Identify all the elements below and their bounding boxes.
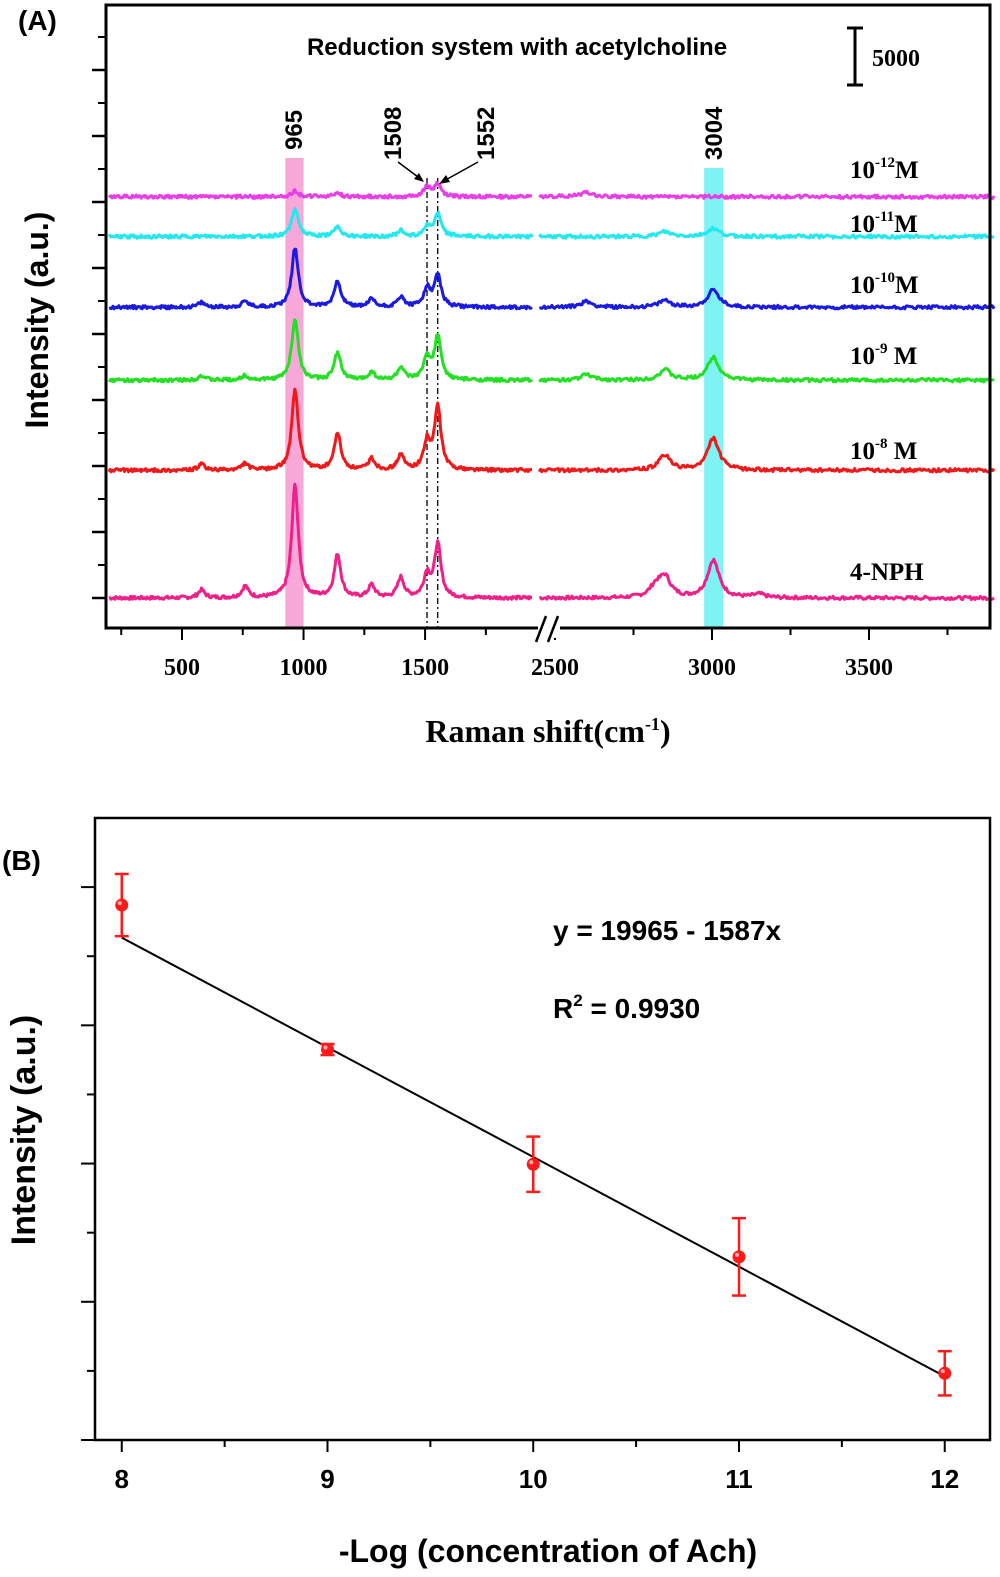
spectrum-1e-9-M bbox=[107, 318, 995, 384]
series-label-base: 10 bbox=[850, 272, 875, 299]
series-label-exponent: -11 bbox=[875, 209, 894, 225]
spectrum-4-NPH bbox=[108, 482, 995, 602]
data-point bbox=[526, 1157, 540, 1171]
spectrum-line-segment bbox=[537, 435, 996, 474]
series-label-1e-8-M: 10-8 M bbox=[850, 436, 917, 465]
fit-equation: y = 19965 - 1587x bbox=[553, 915, 782, 946]
spectrum-line-segment bbox=[539, 557, 995, 602]
series-label-unit: M bbox=[895, 272, 919, 299]
series-label-exponent: -12 bbox=[875, 155, 895, 171]
series-label-1e-12-M: 10-12M bbox=[850, 155, 919, 184]
spectrum-line-segment bbox=[107, 387, 533, 474]
r-squared-value: = 0.9930 bbox=[583, 993, 701, 1024]
spectrum-line-segment bbox=[108, 247, 533, 311]
x-tick-label: 12 bbox=[930, 1464, 959, 1494]
series-label-exponent: -8 bbox=[875, 436, 888, 452]
x-tick-label: 9 bbox=[320, 1464, 334, 1494]
series-label-base: 10 bbox=[850, 343, 875, 370]
x-tick-label: 3500 bbox=[845, 655, 893, 681]
series-label-1e-11-M: 10-11M bbox=[850, 209, 918, 238]
series-label-exponent: -10 bbox=[875, 270, 895, 286]
panel-a-y-axis-label: Intensity (a.u.) bbox=[19, 212, 55, 429]
x-tick-label: 2500 bbox=[531, 655, 579, 681]
panel-b-calibration-plot: 8 9 10 11 12 (B) y = 19965 - 1587x R2 = 0.99… bbox=[2, 816, 992, 1569]
spectrum-1e-8-M bbox=[107, 387, 996, 474]
panel-a-raman-spectra: 500 1000 1500 2500 3000 3500 (A) Reduction sy… bbox=[18, 3, 996, 749]
peak-label-965: 965 bbox=[281, 110, 308, 150]
data-point-highlight bbox=[117, 901, 122, 906]
r-squared: R2 = 0.9930 bbox=[553, 991, 700, 1024]
series-label-unit: M bbox=[895, 157, 919, 184]
spectrum-line-segment bbox=[108, 482, 533, 601]
series-label-exponent: -9 bbox=[875, 341, 888, 357]
x-axis-label-end: ) bbox=[660, 713, 671, 749]
x-tick-label: 10 bbox=[519, 1464, 548, 1494]
spectrum-1e-11-M bbox=[107, 207, 995, 240]
x-axis-label-superscript: -1 bbox=[645, 714, 660, 734]
data-point-group bbox=[526, 1135, 541, 1194]
data-point bbox=[115, 898, 129, 912]
arrow-head-icon bbox=[414, 173, 424, 182]
series-label-unit: M bbox=[894, 211, 918, 238]
data-point-highlight bbox=[940, 1369, 945, 1374]
panel-b-x-axis-label: -Log (concentration of Ach) bbox=[339, 1533, 757, 1569]
data-point-highlight bbox=[734, 1252, 739, 1257]
data-point bbox=[732, 1250, 746, 1264]
data-point bbox=[320, 1043, 334, 1057]
panel-b-label: (B) bbox=[2, 845, 41, 876]
series-label-base: 10 bbox=[850, 438, 875, 465]
data-point-group bbox=[320, 1042, 335, 1057]
x-tick-label: 8 bbox=[115, 1464, 129, 1494]
axis-break-icon bbox=[534, 615, 560, 643]
scale-bar: 5000 bbox=[847, 26, 920, 87]
spectrum-line-segment bbox=[538, 354, 995, 384]
panel-b-plot-frame bbox=[93, 816, 992, 1442]
x-tick-label: 1500 bbox=[401, 655, 449, 681]
panel-b-y-axis-label: Intensity (a.u.) bbox=[5, 1015, 43, 1245]
spectrum-line-segment bbox=[107, 318, 534, 384]
spectrum-line-segment bbox=[107, 180, 533, 200]
panel-a-title: Reduction system with acetylcholine bbox=[307, 34, 727, 61]
panel-a-plot-frame bbox=[104, 3, 992, 630]
x-tick-label: 500 bbox=[164, 655, 200, 681]
x-tick-label: 1000 bbox=[280, 655, 328, 681]
peak-label-1508: 1508 bbox=[380, 107, 407, 160]
x-axis-label-text: Raman shift(cm bbox=[425, 713, 645, 749]
x-tick-label: 3000 bbox=[688, 655, 736, 681]
spectrum-line-segment bbox=[538, 287, 996, 311]
series-label-base: 10 bbox=[850, 157, 875, 184]
series-label-1e-10-M: 10-10M bbox=[850, 270, 919, 299]
series-label-1e-9-M: 10-9 M bbox=[850, 341, 917, 370]
spectrum-line-segment bbox=[538, 225, 995, 240]
x-tick-label: 11 bbox=[725, 1464, 753, 1494]
series-label-base: 10 bbox=[850, 211, 875, 238]
series-label-base: 4-NPH bbox=[850, 559, 924, 586]
series-label-unit: M bbox=[888, 343, 918, 370]
spectrum-1e-12-M bbox=[107, 180, 996, 200]
scale-bar-label: 5000 bbox=[872, 46, 920, 72]
arrow-head-icon bbox=[439, 175, 450, 184]
spectrum-line-segment bbox=[538, 189, 996, 200]
panel-a-x-axis-label: Raman shift(cm-1) bbox=[425, 713, 670, 749]
peak-label-3004: 3004 bbox=[701, 106, 728, 160]
data-point-group bbox=[731, 1216, 746, 1297]
data-point-highlight bbox=[323, 1045, 328, 1050]
data-point bbox=[938, 1366, 952, 1380]
r-squared-label: R bbox=[553, 993, 573, 1024]
series-label-unit: M bbox=[888, 438, 918, 465]
highlight-band-3004 bbox=[704, 168, 723, 628]
panel-a-label: (A) bbox=[18, 5, 57, 36]
data-point-group bbox=[114, 872, 129, 938]
data-point-group bbox=[937, 1349, 952, 1397]
data-point-highlight bbox=[529, 1160, 534, 1165]
spectrum-line-segment bbox=[107, 207, 534, 240]
series-label-4-NPH: 4-NPH bbox=[850, 559, 924, 586]
r-squared-superscript: 2 bbox=[573, 991, 582, 1010]
peak-label-1552: 1552 bbox=[473, 107, 500, 160]
spectrum-1e-10-M bbox=[108, 247, 996, 311]
